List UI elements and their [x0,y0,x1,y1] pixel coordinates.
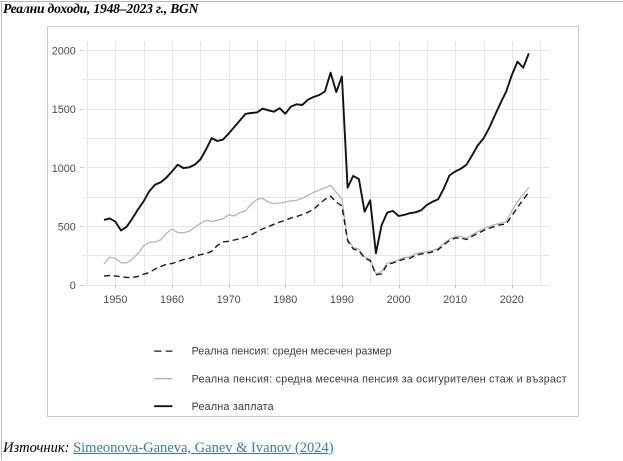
svg-text:2010: 2010 [443,294,467,306]
svg-text:Реална заплата: Реална заплата [192,401,274,413]
svg-text:1980: 1980 [273,294,297,306]
svg-text:2000: 2000 [387,294,411,306]
svg-text:0: 0 [70,280,76,292]
svg-text:2020: 2020 [500,294,524,306]
svg-text:500: 500 [58,222,76,234]
svg-text:Реална пенсия: среден месечен: Реална пенсия: среден месечен размер [192,346,392,358]
svg-text:2000: 2000 [52,46,76,58]
svg-text:1990: 1990 [330,294,354,306]
svg-text:1950: 1950 [103,294,127,306]
svg-text:1500: 1500 [52,104,76,116]
svg-text:1960: 1960 [160,294,184,306]
svg-text:1970: 1970 [217,294,241,306]
svg-text:1000: 1000 [52,163,76,175]
svg-text:Реална пенсия: средна месечна: Реална пенсия: средна месечна пенсия за … [192,373,567,385]
